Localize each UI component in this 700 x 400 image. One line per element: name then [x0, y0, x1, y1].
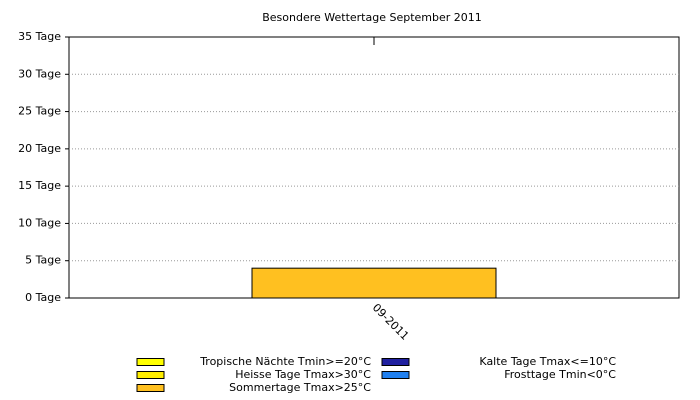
y-tick-label: 15 Tage [18, 179, 61, 192]
legend-label: Heisse Tage Tmax>30°C [235, 368, 371, 381]
chart-title: Besondere Wettertage September 2011 [262, 11, 482, 24]
legend-swatch [136, 371, 165, 379]
y-tick-label: 20 Tage [18, 142, 61, 155]
y-tick-label: 5 Tage [25, 254, 61, 267]
y-tick-label: 30 Tage [18, 67, 61, 80]
legend-label: Frosttage Tmin<0°C [504, 368, 616, 381]
legend-label: Tropische Nächte Tmin>=20°C [199, 355, 371, 368]
legend-label: Kalte Tage Tmax<=10°C [479, 355, 616, 368]
legend-swatch [381, 358, 410, 366]
legend-swatch [136, 358, 165, 366]
y-tick-label: 25 Tage [18, 105, 61, 118]
legend-label: Sommertage Tmax>25°C [229, 381, 371, 394]
y-tick-label: 35 Tage [18, 30, 61, 43]
legend-swatch [381, 371, 410, 379]
plot-frame [68, 36, 680, 299]
x-tick-label: 09-2011 [370, 301, 412, 343]
legend-swatch [136, 384, 165, 392]
y-tick-label: 10 Tage [18, 216, 61, 229]
bar [251, 267, 497, 299]
y-tick-label: 0 Tage [25, 291, 61, 304]
